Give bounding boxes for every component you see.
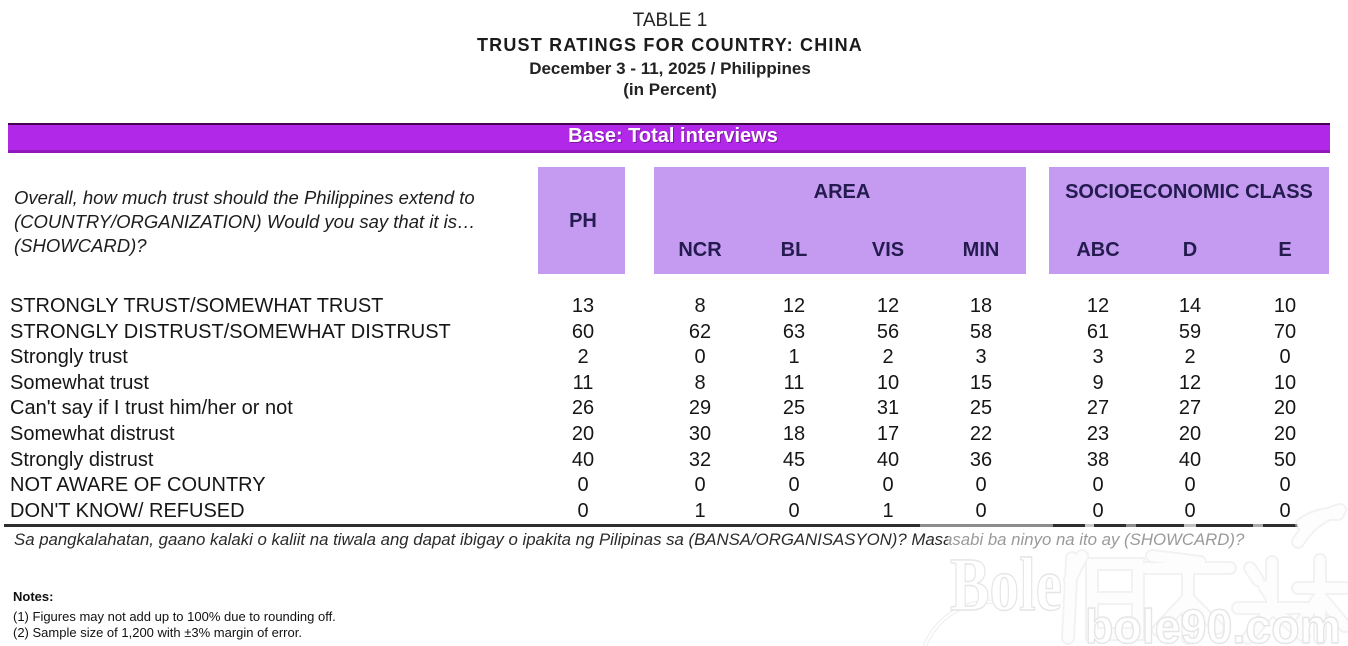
svg-text:Bole: Bole [950,543,1062,627]
svg-text:bole90.com: bole90.com [1085,601,1341,646]
